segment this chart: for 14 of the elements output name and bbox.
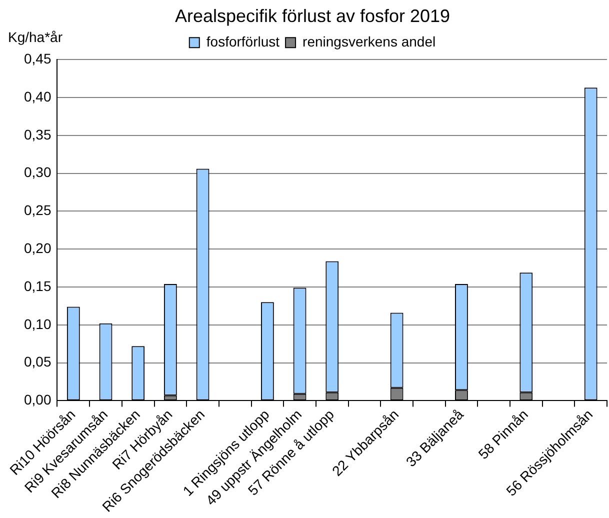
y-tick-label: 0,30	[24, 164, 52, 180]
y-tick-label: 0,15	[24, 278, 52, 294]
y-tick-label: 0,05	[24, 354, 52, 370]
y-tick-label: 0,25	[24, 202, 52, 218]
y-axis-title: Kg/ha*år	[8, 28, 63, 45]
y-tick-label: 0,00	[24, 392, 52, 408]
y-tick-label: 0,45	[24, 50, 52, 66]
chart-title: Arealspecifik förlust av fosfor 2019	[174, 6, 450, 26]
y-tick-label: 0,40	[24, 88, 52, 104]
y-tick-label: 0,10	[24, 316, 52, 332]
y-tick-label: 0,35	[24, 126, 52, 142]
y-tick-label: 0,20	[24, 240, 52, 256]
legend-label: reningsverkens andel	[302, 33, 436, 50]
legend-label: fosforförlust	[206, 33, 280, 50]
